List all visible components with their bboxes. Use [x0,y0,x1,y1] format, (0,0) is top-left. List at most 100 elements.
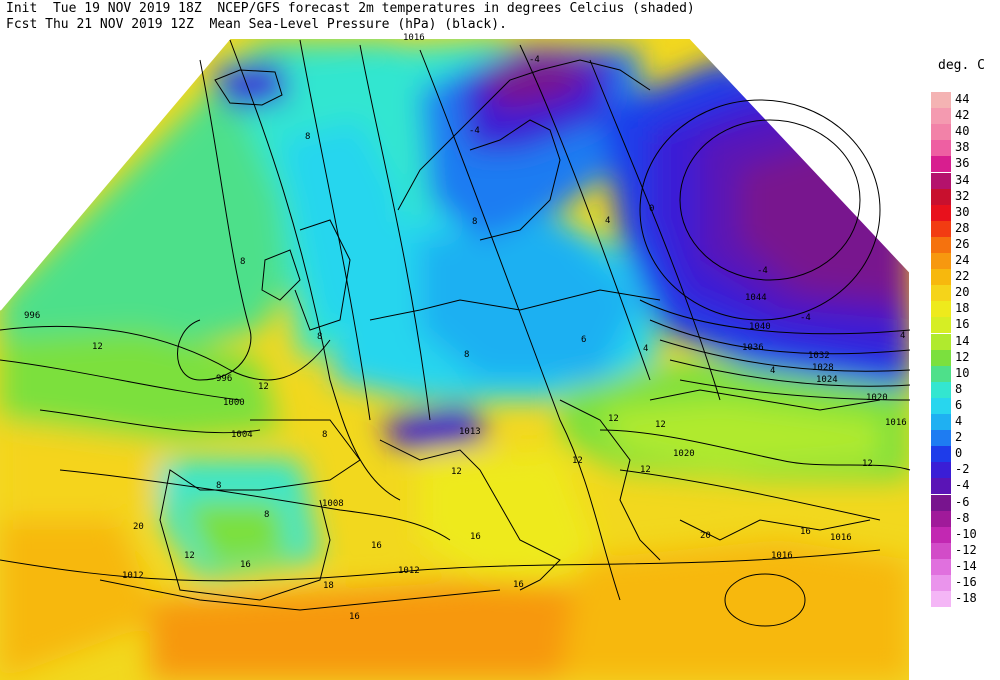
pressure-label: 1024 [816,375,838,385]
legend-item: 12 [931,349,991,366]
legend-swatch [931,317,951,334]
legend-item: 38 [931,140,991,157]
pressure-label: 1016 [403,33,425,43]
legend-item: -4 [931,478,991,495]
legend-item: -6 [931,494,991,511]
legend-item: 14 [931,333,991,350]
legend-item: 2 [931,430,991,447]
temperature-label: 12 [640,465,651,475]
temperature-label: 12 [184,551,195,561]
legend-label: 6 [955,397,963,412]
pressure-label: 996 [216,374,232,384]
temperature-labels: -4 -4 -4 -4 0 4 4 4 4 6 8 8 8 8 8 8 8 8 … [92,55,905,622]
temperature-label: 12 [862,459,873,469]
legend-label: -2 [955,462,970,477]
legend-swatch [931,478,951,495]
coastlines [99,59,881,611]
legend-item: 30 [931,204,991,221]
legend-item: 34 [931,172,991,189]
legend-swatch [931,269,951,286]
legend-swatch [931,510,951,527]
temperature-label: 8 [216,481,221,491]
temperature-label: 4 [900,331,905,341]
legend-label: 4 [955,414,963,428]
temperature-label: 20 [700,531,711,541]
legend-item: -10 [931,526,991,543]
pressure-label: 1004 [231,430,253,440]
legend-swatch [931,542,951,559]
legend-swatch [931,526,951,543]
legend-item: 42 [931,108,991,125]
legend-label: -8 [955,510,970,525]
legend-label: -4 [955,478,970,493]
pressure-label: 1012 [122,571,144,581]
temperature-label: -4 [757,266,768,276]
temperature-label: 4 [770,366,775,376]
legend-label: 20 [955,285,970,300]
legend-swatch [931,108,951,125]
pressure-label: 1016 [830,533,852,543]
legend-swatch [931,285,951,302]
temperature-label: 4 [643,344,648,354]
legend-swatch [931,204,951,221]
legend-swatch [931,188,951,205]
pressure-label: 1020 [673,449,695,459]
legend-label: 16 [955,317,970,332]
legend-swatch [931,333,951,350]
pressure-label: 996 [24,311,40,321]
temperature-label: 8 [317,332,322,342]
legend-item: 20 [931,285,991,302]
legend-label: 34 [955,172,970,187]
temperature-label: 18 [323,581,334,591]
temperature-label: 16 [371,541,382,551]
pressure-label: 1020 [866,393,888,403]
legend-item: -16 [931,575,991,591]
legend-title: deg. C [938,58,985,73]
pressure-label: 1040 [749,322,771,332]
temperature-label: 16 [800,527,811,537]
temperature-label: 12 [572,456,583,466]
legend-item: -14 [931,558,991,575]
legend-item: 36 [931,156,991,173]
legend-item: -12 [931,542,991,559]
legend-label: -16 [955,575,977,589]
legend-item: 16 [931,317,991,334]
legend-swatch [931,591,951,608]
legend-label: -18 [955,591,977,606]
legend-item: 44 [931,92,991,108]
legend-swatch [931,414,951,430]
pressure-label: 1044 [745,293,767,303]
temperature-label: 8 [305,132,310,142]
legend-swatch [931,575,951,591]
temperature-label: -4 [529,55,540,65]
legend-label: 18 [955,301,970,316]
pressure-label: 1028 [812,363,834,373]
legend-item: 32 [931,188,991,205]
legend-label: 38 [955,140,970,155]
isobars [0,39,911,627]
legend-label: 2 [955,430,963,445]
legend-item: 22 [931,269,991,286]
pressure-label: 1012 [398,566,420,576]
legend-swatch [931,349,951,366]
legend-item: 40 [931,124,991,141]
legend-label: 0 [955,446,963,461]
pressure-label: 1008 [322,499,344,509]
pressure-label: 1013 [459,427,481,437]
pressure-labels: 1016 996 996 1000 1004 1008 1012 1012 10… [24,33,907,581]
legend-item: 28 [931,220,991,237]
temperature-label: 8 [464,350,469,360]
legend-label: 24 [955,253,970,267]
header-init-line: Init Tue 19 NOV 2019 18Z NCEP/GFS foreca… [6,1,695,16]
temperature-label: 8 [472,217,477,227]
temperature-label: 12 [92,342,103,352]
legend-swatch [931,397,951,414]
legend-label: 14 [955,333,970,348]
legend-item: 6 [931,397,991,414]
legend-swatch [931,124,951,141]
legend-label: 10 [955,365,970,380]
temperature-label: 12 [258,382,269,392]
pressure-label: 1036 [742,343,764,353]
legend-label: 22 [955,269,970,284]
